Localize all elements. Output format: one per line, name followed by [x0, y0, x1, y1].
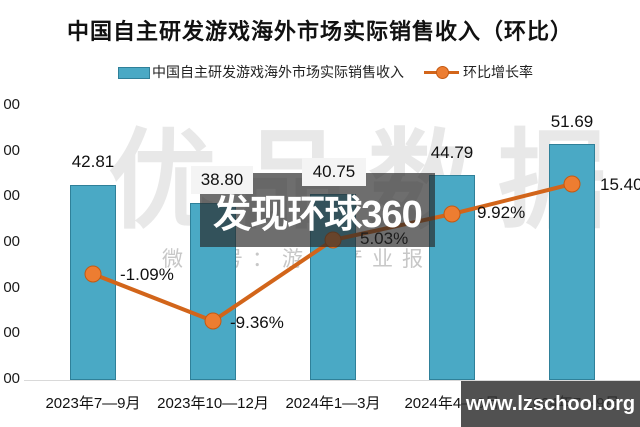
corner-url-banner: www.lzschool.org	[461, 381, 640, 427]
legend-line-marker-icon	[436, 66, 449, 79]
pct-label: -9.36%	[230, 313, 284, 332]
bar-value-label: 42.81	[71, 152, 115, 171]
legend-bar-label: 中国自主研发游戏海外市场实际销售收入	[152, 64, 404, 80]
pct-label: -1.09%	[120, 265, 174, 284]
y-tick-30: 00	[3, 233, 20, 250]
pct-label: 9.92%	[477, 203, 526, 222]
y-tick-40: 00	[3, 187, 20, 204]
x-tick-2023q3: 2023年7—9月	[45, 395, 141, 412]
corner-url-text: www.lzschool.org	[465, 392, 636, 415]
bar-2024q3	[549, 144, 595, 380]
x-axis-line	[24, 380, 640, 381]
center-watermark-text: 发现环球360	[213, 193, 422, 236]
bar-value-label: 51.69	[550, 112, 594, 131]
bar-value-label: 38.80	[191, 166, 253, 194]
x-tick-2023q4: 2023年10—12月	[157, 395, 269, 412]
bar-value-label: 44.79	[430, 143, 474, 162]
chart-title: 中国自主研发游戏海外市场实际销售收入（环比）	[66, 19, 573, 44]
x-tick-2024q1: 2024年1—3月	[285, 395, 381, 412]
bar-2024q2	[429, 175, 475, 380]
legend-line-label: 环比增长率	[463, 64, 533, 80]
y-tick-20: 00	[3, 279, 20, 296]
pct-label: 5.03%	[360, 229, 409, 248]
legend-bar-swatch	[118, 67, 150, 79]
y-tick-50: 00	[3, 142, 20, 159]
y-tick-60: 00	[3, 96, 20, 113]
bar-value-label: 40.75	[302, 158, 366, 186]
bar-2023q3	[70, 185, 116, 380]
y-tick-0: 00	[3, 370, 20, 387]
pct-label: 15.40%	[600, 175, 640, 194]
y-tick-10: 00	[3, 324, 20, 341]
